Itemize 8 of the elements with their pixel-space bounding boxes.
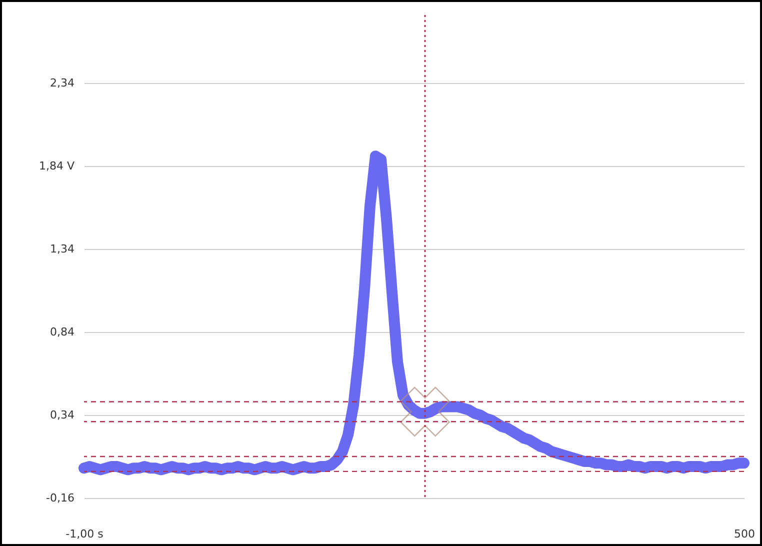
y-tick-label: -0,16 <box>46 492 74 504</box>
y-tick-label: 0,84 <box>50 326 74 339</box>
y-tick-label: 1,34 <box>50 242 74 256</box>
y-tick-label: 0,34 <box>50 408 74 422</box>
x-tick-label: 500 <box>734 528 755 540</box>
y-tick-label: 1,84 V <box>38 160 75 173</box>
x-tick-label: -1,00 s <box>66 528 104 540</box>
y-tick-label: 2,34 <box>50 76 74 90</box>
